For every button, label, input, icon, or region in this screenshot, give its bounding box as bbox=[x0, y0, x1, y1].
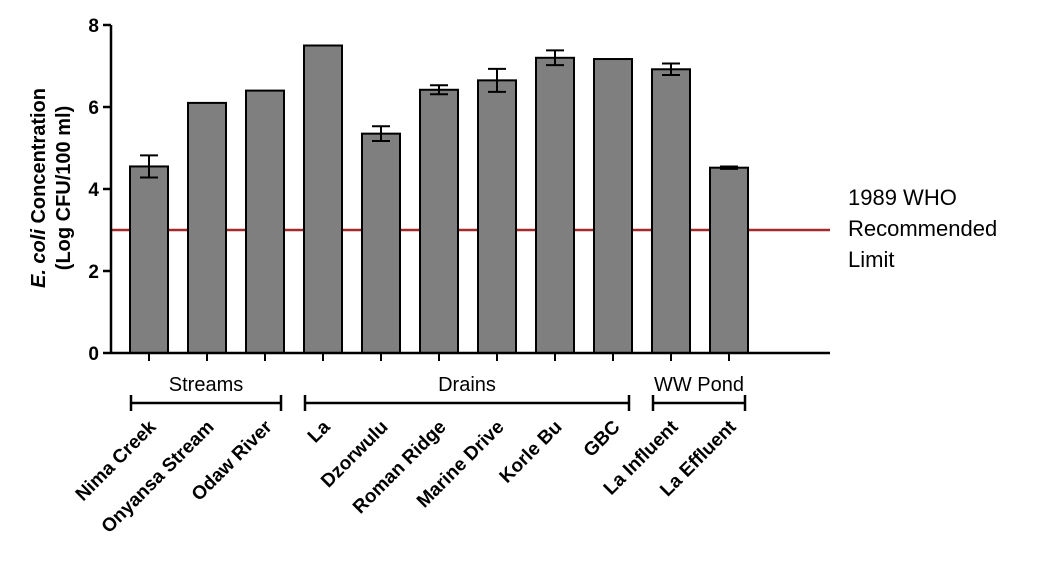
group-label: WW Pond bbox=[654, 374, 744, 396]
bar bbox=[651, 68, 691, 354]
y-tick-label: 6 bbox=[88, 98, 99, 119]
y-axis-label-line2: (Log CFU/100 ml) bbox=[53, 106, 75, 270]
group-label: Streams bbox=[169, 374, 243, 396]
category-label: GBC bbox=[580, 416, 625, 461]
bar bbox=[361, 132, 401, 354]
bar bbox=[303, 44, 343, 354]
bar bbox=[535, 56, 575, 355]
bar bbox=[709, 166, 749, 354]
reference-line-label-line: Limit bbox=[848, 247, 894, 272]
bar bbox=[187, 101, 227, 355]
axes-layer bbox=[103, 23, 830, 411]
bar bbox=[129, 165, 169, 354]
y-tick-label: 4 bbox=[88, 180, 99, 201]
y-axis-label: E. coli Concentration bbox=[28, 88, 50, 288]
bars-layer bbox=[111, 44, 830, 355]
bar bbox=[477, 79, 517, 354]
category-label: La bbox=[304, 416, 335, 447]
y-tick-label: 8 bbox=[88, 16, 99, 37]
reference-line-label: 1989 WHO Recommended Limit bbox=[848, 185, 997, 272]
y-axis-label-rest: Concentration bbox=[28, 88, 50, 229]
y-tick-label: 2 bbox=[88, 262, 99, 283]
category-label: Korle Bu bbox=[496, 417, 567, 488]
bar bbox=[419, 88, 459, 354]
y-axis-label-italic: E. coli bbox=[28, 229, 50, 288]
bar bbox=[245, 89, 285, 354]
reference-line-label-line: 1989 WHO bbox=[848, 185, 957, 210]
reference-line-label-line: Recommended bbox=[848, 216, 997, 241]
group-label: Drains bbox=[438, 374, 496, 396]
y-tick-label: 0 bbox=[88, 344, 99, 365]
bar bbox=[593, 58, 633, 354]
